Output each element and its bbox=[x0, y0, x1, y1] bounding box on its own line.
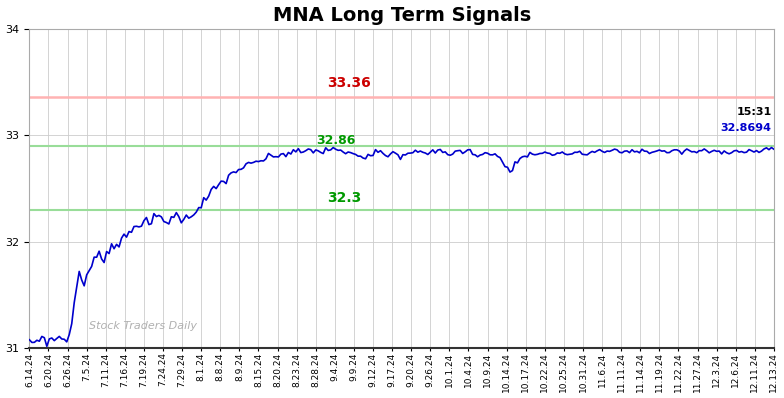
Title: MNA Long Term Signals: MNA Long Term Signals bbox=[273, 6, 531, 25]
Text: 33.36: 33.36 bbox=[327, 76, 371, 90]
Text: 32.86: 32.86 bbox=[316, 134, 355, 147]
Text: 15:31: 15:31 bbox=[736, 107, 771, 117]
Text: 32.8694: 32.8694 bbox=[720, 123, 771, 133]
Text: Stock Traders Daily: Stock Traders Daily bbox=[89, 321, 197, 331]
Text: 32.3: 32.3 bbox=[327, 191, 361, 205]
